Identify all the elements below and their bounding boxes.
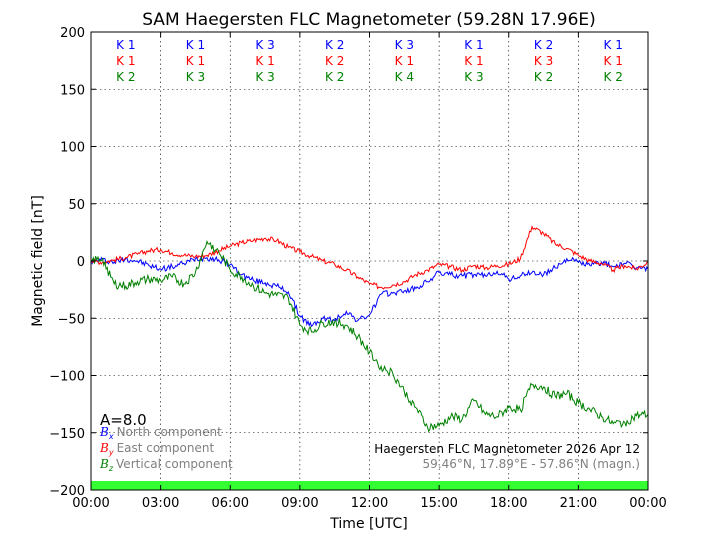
- y-tick-label: 200: [60, 26, 85, 41]
- k-index-bz: K 3: [255, 70, 274, 84]
- k-index-bx: K 1: [464, 38, 483, 52]
- k-index-by: K 2: [325, 54, 344, 68]
- k-index-bx: K 1: [186, 38, 205, 52]
- series-line-bz: [90, 240, 649, 433]
- x-tick-label: 12:00: [351, 496, 388, 511]
- legend-symbol: B: [99, 425, 109, 439]
- legend-label: North component: [117, 425, 223, 439]
- y-tick-label: −150: [49, 427, 85, 442]
- y-tick-label: −200: [49, 484, 85, 499]
- k-index-by: K 1: [116, 54, 135, 68]
- k-index-by: K 1: [604, 54, 623, 68]
- k-index-labels: K 1 K 1 K 3 K 2 K 3 K 1 K 2 K 1 K 1 K 1 K 1 K 2 K 1 K…: [116, 38, 623, 84]
- k-index-bx: K 2: [534, 38, 553, 52]
- legend-subscript: y: [108, 448, 114, 457]
- k-index-bz: K 3: [186, 70, 205, 84]
- x-tick-label: 18:00: [490, 496, 527, 511]
- y-tick-label: −50: [58, 312, 85, 327]
- x-tick-label: 03:00: [142, 496, 179, 511]
- k-index-bz: K 2: [604, 70, 623, 84]
- x-tick-label: 21:00: [560, 496, 597, 511]
- x-axis-label: Time [UTC]: [329, 516, 407, 532]
- chart-title: SAM Haegersten FLC Magnetometer (59.28N …: [142, 10, 596, 30]
- k-index-bx: K 2: [325, 38, 344, 52]
- legend-item: By East component: [99, 441, 214, 457]
- legend-label: East component: [117, 441, 215, 455]
- x-tick-label: 00:00: [72, 496, 109, 511]
- k-index-bx: K 3: [395, 38, 414, 52]
- k-index-bz: K 2: [534, 70, 553, 84]
- legend-subscript: z: [108, 464, 114, 473]
- y-axis-label: Magnetic field [nT]: [30, 195, 46, 327]
- y-tick-label: 50: [68, 198, 85, 213]
- legend-item: Bx North component: [99, 425, 222, 441]
- k-index-bz: K 3: [464, 70, 483, 84]
- y-tick-label: 150: [60, 83, 85, 98]
- legend-label: Vertical component: [116, 457, 233, 471]
- k-index-by: K 1: [255, 54, 274, 68]
- x-tick-label: 15:00: [420, 496, 457, 511]
- legend-subscript: x: [108, 432, 114, 441]
- legend-item: Bz Vertical component: [99, 457, 233, 473]
- y-tick-label: 0: [77, 255, 85, 270]
- x-tick-label: 09:00: [281, 496, 318, 511]
- info-line-2: 59.46°N, 17.89°E - 57.86°N (magn.): [423, 457, 640, 471]
- x-tick-label: 06:00: [212, 496, 249, 511]
- y-tick-label: 100: [60, 141, 85, 156]
- info-line-1: Haegersten FLC Magnetometer 2026 Apr 12: [374, 442, 640, 456]
- k-index-bx: K 1: [116, 38, 135, 52]
- axis-ticks: 00:00 03:00 06:00 09:00 12:00 15:00 18:00 21:00…: [49, 26, 666, 511]
- x-tick-label: 00:00: [629, 496, 666, 511]
- k-index-bz: K 2: [325, 70, 344, 84]
- k-index-bz: K 2: [116, 70, 135, 84]
- series-line-by: [90, 225, 649, 290]
- series-line-bx: [90, 255, 649, 328]
- k-index-bx: K 3: [255, 38, 274, 52]
- k-index-by: K 3: [534, 54, 553, 68]
- legend-symbol: B: [99, 441, 109, 455]
- y-tick-label: −100: [49, 370, 85, 385]
- series-layer: [90, 225, 649, 433]
- legend-symbol: B: [99, 457, 109, 471]
- gridlines: [91, 32, 648, 490]
- k-index-bx: K 1: [604, 38, 623, 52]
- k-index-by: K 1: [395, 54, 414, 68]
- k-index-bz: K 4: [395, 70, 414, 84]
- k-index-by: K 1: [464, 54, 483, 68]
- a-index-label: A=8.0: [100, 411, 147, 429]
- k-index-by: K 1: [186, 54, 205, 68]
